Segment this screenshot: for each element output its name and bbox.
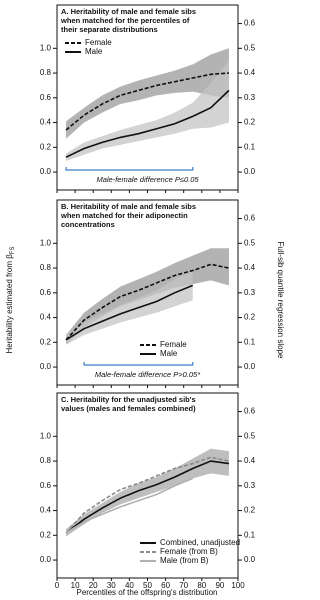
y2-axis-label: Full-sib quantile regression slope (276, 242, 285, 360)
legend-label: Female (from B) (160, 547, 218, 556)
x-tick-label: 30 (107, 581, 116, 590)
x-tick-label: 50 (143, 581, 152, 590)
y2-tick-label: 0.3 (244, 93, 256, 102)
y-tick-label: 0.6 (40, 481, 52, 490)
y2-tick-label: 0.5 (244, 431, 256, 440)
x-tick-label: 100 (231, 581, 245, 590)
x-tick-label: 70 (179, 581, 188, 590)
panel-title: their separate distributions (61, 25, 158, 34)
y2-tick-label: 0.6 (244, 214, 256, 223)
y-tick-label: 0.6 (40, 288, 52, 297)
panel-title: A. Heritability of male and female sibs (61, 7, 196, 16)
legend-label: Female (85, 38, 112, 47)
panel-title: when matched for the percentiles of (60, 16, 190, 25)
series-line (65, 263, 230, 341)
series-line (65, 460, 230, 534)
x-tick-label: 40 (125, 581, 134, 590)
confidence-band (66, 60, 229, 161)
y2-tick-label: 0.4 (244, 68, 256, 77)
y2-tick-label: 0.1 (244, 530, 256, 539)
y-tick-label: 0.6 (40, 93, 52, 102)
panel-title: when matched for their adiponectin (60, 211, 188, 220)
figure: Heritability estimated from βFS Full-sib… (5, 4, 285, 597)
y-tick-label: 0.4 (40, 313, 52, 322)
y-tick-label: 0.2 (40, 530, 52, 539)
y2-tick-label: 0.6 (244, 19, 256, 28)
significance-bracket (65, 167, 194, 171)
legend-label: Female (160, 340, 187, 349)
series-line (65, 284, 194, 341)
y2-tick-label: 0.1 (244, 142, 256, 151)
y-label-main: Heritability estimated from β (5, 254, 14, 354)
y2-tick-label: 0.3 (244, 288, 256, 297)
series-line (65, 477, 194, 534)
y-tick-label: 0.8 (40, 263, 52, 272)
y2-tick-label: 0.0 (244, 167, 256, 176)
annotation: Male-female difference P≤0.05 (96, 175, 199, 184)
y-axis-label: Heritability estimated from βFS (5, 247, 15, 354)
legend-label: Male (from B) (160, 556, 209, 565)
y-tick-label: 0.4 (40, 118, 52, 127)
panel-title: C. Heritability for the unadjusted sib's (61, 395, 196, 404)
x-tick-label: 0 (55, 581, 60, 590)
y2-tick-label: 0.2 (244, 506, 256, 515)
y-tick-label: 0.0 (40, 555, 52, 564)
confidence-band (66, 48, 229, 139)
series-line (65, 72, 230, 131)
legend-label: Male (85, 47, 103, 56)
panel-title: B. Heritability of male and female sibs (61, 202, 196, 211)
y2-tick-label: 0.6 (244, 407, 256, 416)
legend-label: Combined, unadjusted (160, 538, 240, 547)
y-tick-label: 0.8 (40, 68, 52, 77)
y-tick-label: 0.4 (40, 506, 52, 515)
confidence-band (66, 270, 193, 345)
y2-tick-label: 0.1 (244, 337, 256, 346)
x-tick-label: 60 (161, 581, 170, 590)
y2-tick-label: 0.4 (244, 263, 256, 272)
panel-title: values (males and females combined) (61, 404, 196, 413)
x-tick-label: 10 (71, 581, 80, 590)
y2-tick-label: 0.0 (244, 555, 256, 564)
y2-tick-label: 0.4 (244, 456, 256, 465)
y-label-sub: FS (10, 247, 16, 255)
y-tick-label: 0.8 (40, 456, 52, 465)
x-tick-label: 90 (215, 581, 224, 590)
y-tick-label: 0.0 (40, 167, 52, 176)
series-line (65, 456, 230, 534)
y2-tick-label: 0.0 (244, 362, 256, 371)
y2-tick-label: 0.5 (244, 43, 256, 52)
y-tick-label: 0.2 (40, 142, 52, 151)
y-tick-label: 1.0 (40, 431, 52, 440)
x-axis-label: Percentiles of the offspring's distribut… (76, 588, 217, 597)
confidence-band (66, 448, 229, 537)
significance-bracket (83, 362, 194, 366)
y-tick-label: 0.0 (40, 362, 52, 371)
y2-tick-label: 0.3 (244, 481, 256, 490)
y-tick-label: 1.0 (40, 43, 52, 52)
x-tick-label: 20 (89, 581, 98, 590)
y2-tick-label: 0.2 (244, 118, 256, 127)
x-tick-label: 80 (197, 581, 206, 590)
annotation: Male-female difference P>0.05* (95, 370, 201, 379)
y2-tick-label: 0.5 (244, 238, 256, 247)
y-tick-label: 0.2 (40, 337, 52, 346)
panel-title: concentrations (61, 220, 115, 229)
y2-tick-label: 0.2 (244, 313, 256, 322)
series-line (65, 89, 230, 158)
legend-label: Male (160, 349, 178, 358)
y-tick-label: 1.0 (40, 238, 52, 247)
